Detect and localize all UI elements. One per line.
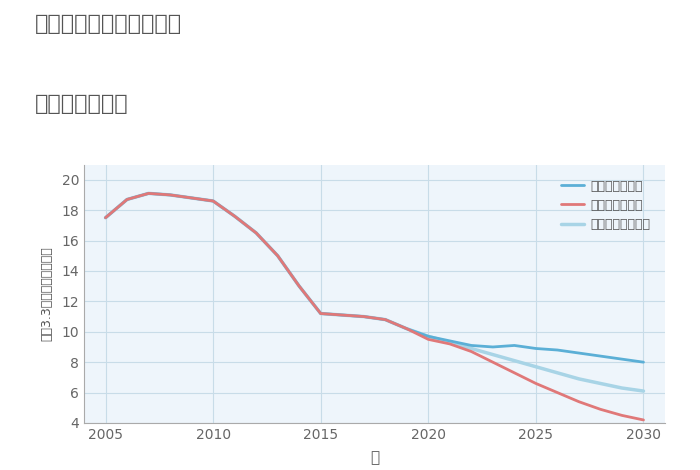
バッドシナリオ <box>274 253 282 258</box>
ノーマルシナリオ <box>596 381 605 386</box>
グッドシナリオ <box>209 198 217 204</box>
Line: ノーマルシナリオ: ノーマルシナリオ <box>106 193 643 391</box>
ノーマルシナリオ <box>316 311 325 316</box>
バッドシナリオ <box>575 399 583 405</box>
グッドシナリオ <box>510 343 519 348</box>
ノーマルシナリオ <box>424 334 433 339</box>
バッドシナリオ <box>209 198 217 204</box>
ノーマルシナリオ <box>489 352 497 357</box>
ノーマルシナリオ <box>532 364 540 369</box>
バッドシナリオ <box>144 190 153 196</box>
バッドシナリオ <box>230 213 239 219</box>
グッドシナリオ <box>553 347 561 353</box>
グッドシナリオ <box>230 213 239 219</box>
バッドシナリオ <box>424 337 433 342</box>
バッドシナリオ <box>338 312 346 318</box>
グッドシナリオ <box>575 350 583 356</box>
ノーマルシナリオ <box>166 192 174 198</box>
バッドシナリオ <box>316 311 325 316</box>
ノーマルシナリオ <box>209 198 217 204</box>
ノーマルシナリオ <box>360 314 368 320</box>
バッドシナリオ <box>102 215 110 220</box>
ノーマルシナリオ <box>252 230 260 236</box>
ノーマルシナリオ <box>553 370 561 376</box>
グッドシナリオ <box>360 314 368 320</box>
グッドシナリオ <box>166 192 174 198</box>
ノーマルシナリオ <box>144 190 153 196</box>
バッドシナリオ <box>532 381 540 386</box>
グッドシナリオ <box>381 317 389 322</box>
バッドシナリオ <box>553 390 561 395</box>
ノーマルシナリオ <box>510 358 519 363</box>
バッドシナリオ <box>188 195 196 201</box>
ノーマルシナリオ <box>639 388 648 394</box>
バッドシナリオ <box>295 283 303 289</box>
グッドシナリオ <box>295 283 303 289</box>
ノーマルシナリオ <box>102 215 110 220</box>
グッドシナリオ <box>446 338 454 344</box>
バッドシナリオ <box>510 370 519 376</box>
グッドシナリオ <box>532 345 540 351</box>
グッドシナリオ <box>316 311 325 316</box>
バッドシナリオ <box>618 413 626 418</box>
バッドシナリオ <box>166 192 174 198</box>
バッドシナリオ <box>489 360 497 365</box>
ノーマルシナリオ <box>618 385 626 391</box>
グッドシナリオ <box>467 343 475 348</box>
Y-axis label: 坪（3.3㎡）単価（万円）: 坪（3.3㎡）単価（万円） <box>40 246 53 341</box>
バッドシナリオ <box>381 317 389 322</box>
バッドシナリオ <box>467 349 475 354</box>
Line: バッドシナリオ: バッドシナリオ <box>106 193 643 420</box>
バッドシナリオ <box>596 407 605 412</box>
グッドシナリオ <box>252 230 260 236</box>
ノーマルシナリオ <box>188 195 196 201</box>
Legend: グッドシナリオ, バッドシナリオ, ノーマルシナリオ: グッドシナリオ, バッドシナリオ, ノーマルシナリオ <box>556 174 655 236</box>
バッドシナリオ <box>639 417 648 423</box>
ノーマルシナリオ <box>230 213 239 219</box>
グッドシナリオ <box>596 353 605 359</box>
ノーマルシナリオ <box>575 376 583 382</box>
ノーマルシナリオ <box>122 196 131 202</box>
Text: 三重県伊賀市上野西町の: 三重県伊賀市上野西町の <box>35 14 182 34</box>
ノーマルシナリオ <box>467 345 475 351</box>
グッドシナリオ <box>424 334 433 339</box>
Line: グッドシナリオ: グッドシナリオ <box>106 193 643 362</box>
バッドシナリオ <box>122 196 131 202</box>
グッドシナリオ <box>489 344 497 350</box>
ノーマルシナリオ <box>274 253 282 258</box>
ノーマルシナリオ <box>402 326 411 331</box>
バッドシナリオ <box>402 326 411 331</box>
グッドシナリオ <box>618 356 626 362</box>
ノーマルシナリオ <box>381 317 389 322</box>
Text: 土地の価格推移: 土地の価格推移 <box>35 94 129 114</box>
ノーマルシナリオ <box>338 312 346 318</box>
バッドシナリオ <box>360 314 368 320</box>
X-axis label: 年: 年 <box>370 450 379 465</box>
グッドシナリオ <box>102 215 110 220</box>
バッドシナリオ <box>252 230 260 236</box>
グッドシナリオ <box>639 360 648 365</box>
グッドシナリオ <box>274 253 282 258</box>
グッドシナリオ <box>144 190 153 196</box>
グッドシナリオ <box>402 326 411 331</box>
ノーマルシナリオ <box>295 283 303 289</box>
グッドシナリオ <box>188 195 196 201</box>
ノーマルシナリオ <box>446 340 454 345</box>
グッドシナリオ <box>122 196 131 202</box>
バッドシナリオ <box>446 341 454 347</box>
グッドシナリオ <box>338 312 346 318</box>
